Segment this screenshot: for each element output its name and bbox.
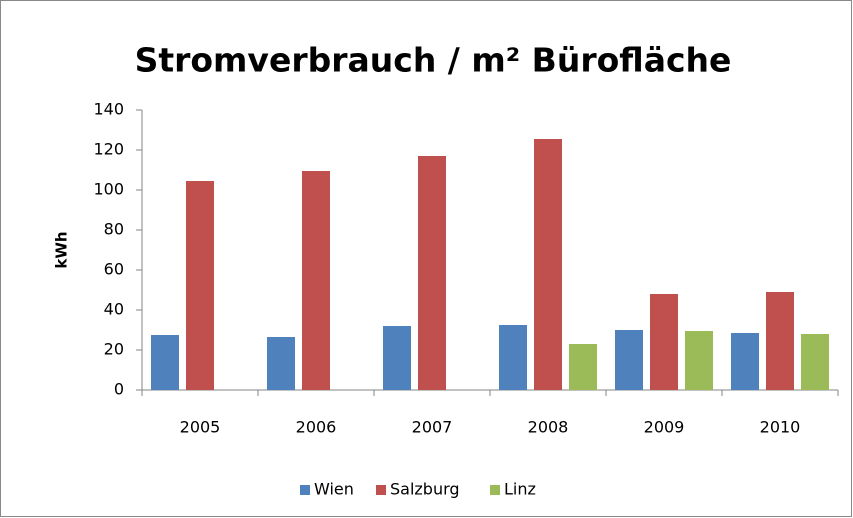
legend-swatch xyxy=(300,485,310,495)
chart-title: Stromverbrauch / m² Bürofläche xyxy=(135,41,732,80)
x-tick-label: 2009 xyxy=(644,418,685,437)
bar xyxy=(151,335,179,390)
bar xyxy=(302,171,330,390)
bar xyxy=(267,337,295,390)
y-tick-label: 100 xyxy=(93,180,124,199)
bar xyxy=(801,334,829,390)
y-tick-label: 0 xyxy=(114,380,124,399)
y-tick-label: 140 xyxy=(93,100,124,119)
y-tick-label: 80 xyxy=(104,220,124,239)
y-axis-title: kWh xyxy=(53,231,71,268)
bar xyxy=(186,181,214,390)
x-tick-label: 2006 xyxy=(296,418,337,437)
y-tick-label: 120 xyxy=(93,140,124,159)
legend-label: Linz xyxy=(504,480,536,499)
legend-label: Wien xyxy=(314,480,354,499)
bar xyxy=(731,333,759,390)
bar xyxy=(569,344,597,390)
bar xyxy=(383,326,411,390)
bar xyxy=(615,330,643,390)
x-tick-label: 2007 xyxy=(412,418,453,437)
legend-swatch xyxy=(490,485,500,495)
bar xyxy=(766,292,794,390)
bar xyxy=(534,139,562,390)
x-tick-label: 2010 xyxy=(760,418,801,437)
legend-label: Salzburg xyxy=(390,480,460,499)
y-tick-label: 40 xyxy=(104,300,124,319)
x-tick-label: 2008 xyxy=(528,418,569,437)
legend-swatch xyxy=(376,485,386,495)
y-tick-label: 20 xyxy=(104,340,124,359)
bar xyxy=(650,294,678,390)
x-tick-label: 2005 xyxy=(180,418,221,437)
bar xyxy=(685,331,713,390)
bar xyxy=(499,325,527,390)
y-tick-label: 60 xyxy=(104,260,124,279)
bar xyxy=(418,156,446,390)
